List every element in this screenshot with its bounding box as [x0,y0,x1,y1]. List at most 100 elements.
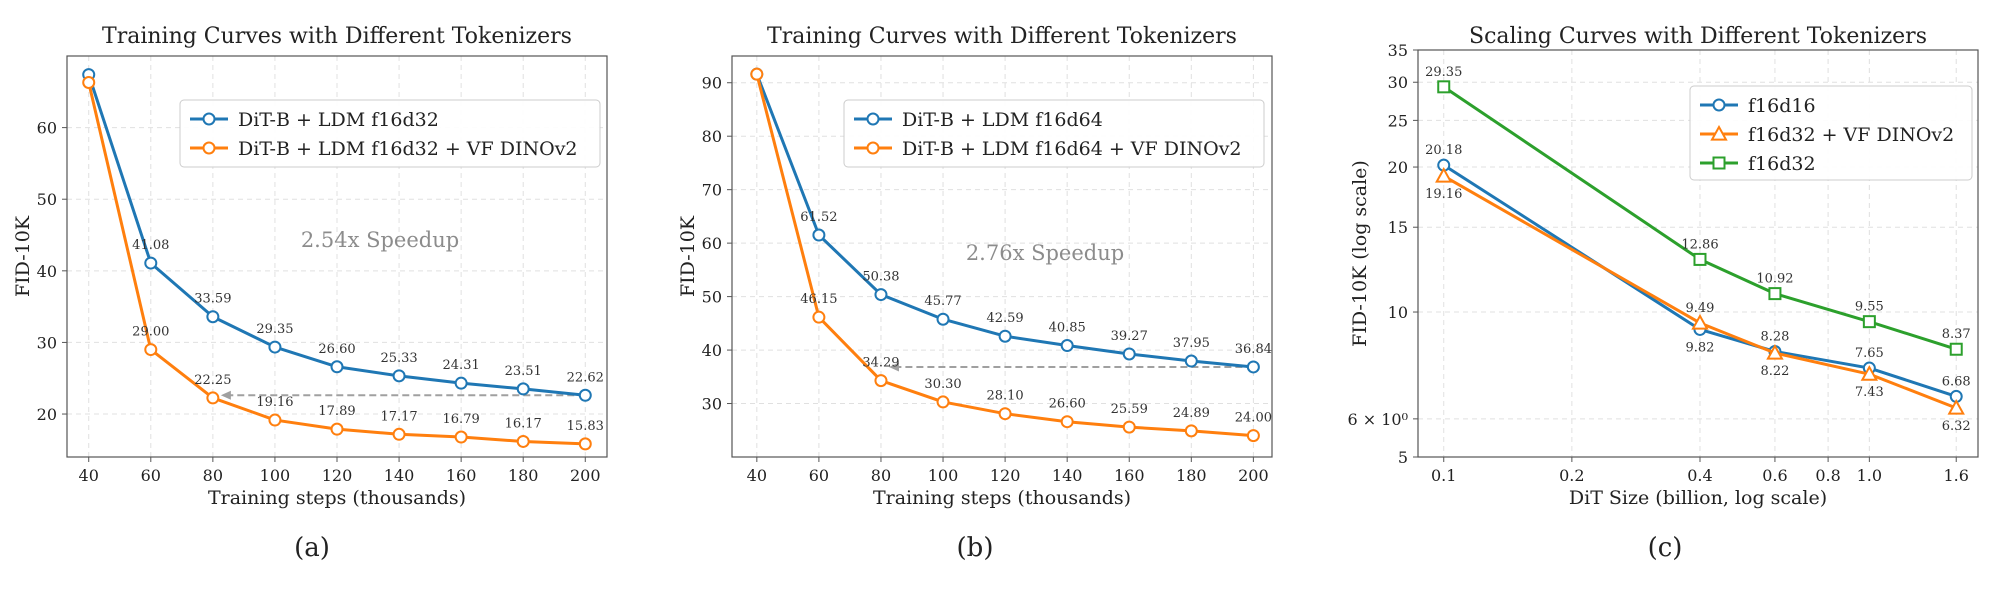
data-point [1246,429,1260,443]
legend-swatch-marker [202,112,216,126]
y-tick-label: 5 [1398,448,1408,467]
legend-label: DiT-B + LDM f16d64 [902,109,1103,131]
panel-c: 0.1 0.2 0.4 0.6 0.8 1.0 1.6 5 6 × 10⁰ 10 15 20 25 30 3… [1347,24,1979,563]
data-point [1184,354,1198,368]
data-label: 24.89 [1173,406,1210,421]
plot-frame [1417,49,1979,458]
data-label: 25.33 [380,351,417,366]
data-label: 28.10 [986,389,1023,404]
legend-label: f16d32 [1748,153,1816,175]
y-tick-label: 40 [702,341,722,360]
y-tick-label: 60 [37,119,57,138]
data-label: 36.84 [1235,342,1272,357]
data-point [750,67,764,81]
x-axis-label: Training steps (thousands) [873,487,1131,509]
speedup-annotation: 2.54x Speedup [301,228,459,252]
data-point [82,75,96,89]
data-label: 8.37 [1942,327,1971,342]
data-label: 17.17 [380,409,417,424]
y-tick-label: 50 [37,190,57,209]
data-point [936,312,950,326]
data-point [268,413,282,427]
data-point [144,343,158,357]
data-label: 41.08 [132,238,169,253]
legend-label: f16d16 [1748,95,1816,117]
data-point [578,437,592,451]
data-label: 33.59 [194,292,231,307]
data-label: 26.60 [318,342,355,357]
data-point [1060,339,1074,353]
data-label: 20.18 [1425,143,1462,158]
data-label: 29.35 [256,322,293,337]
y-tick-label: 20 [37,405,57,424]
data-label: 24.31 [443,358,480,373]
x-tick-label: 0.8 [1815,466,1840,485]
speedup-arrow-head [220,390,231,400]
data-point [812,310,826,324]
data-point [516,382,530,396]
data-point [1766,343,1784,360]
data-point [206,391,220,405]
legend-swatch-marker [866,112,880,126]
y-tick-label: 25 [1388,111,1408,130]
data-label: 9.55 [1855,300,1884,315]
panel-caption: (b) [957,533,994,563]
data-point [998,329,1012,343]
y-tick-label: 20 [1388,158,1408,177]
data-point [330,360,344,374]
legend-box [1689,85,1973,181]
x-tick-label: 60 [141,466,161,485]
x-tick-label: 60 [809,466,829,485]
x-tick-label: 0.2 [1559,466,1584,485]
data-label: 23.51 [505,364,542,379]
plot-frame [731,55,1273,458]
y-tick-label: 35 [1388,41,1408,60]
legend-swatch-marker [202,141,216,155]
y-tick-label: 80 [702,127,722,146]
data-point [1184,424,1198,438]
y-tick-label: 40 [37,262,57,281]
y-tick-label: 30 [1388,73,1408,92]
data-point [454,376,468,390]
data-label: 22.62 [567,370,604,385]
x-tick-label: 180 [1176,466,1207,485]
data-point [874,288,888,302]
data-point [1860,365,1879,381]
data-label: 19.16 [1425,187,1462,202]
x-tick-label: 120 [322,466,353,485]
data-point [392,427,406,441]
data-point [1246,360,1260,374]
data-point [392,369,406,383]
data-label: 50.38 [862,270,899,285]
x-tick-label: 200 [1238,466,1269,485]
legend-swatch-marker [866,141,880,155]
data-label: 29.00 [132,325,169,340]
x-tick-label: 80 [203,466,223,485]
chart-title: Scaling Curves with Different Tokenizers [1469,24,1927,49]
data-label: 19.16 [256,395,293,410]
y-tick-label: 30 [37,333,57,352]
y-tick-label: 50 [702,288,722,307]
chart-title: Training Curves with Different Tokenizer… [767,24,1237,49]
panel-b: 40 60 80 100 120 140 160 180 200 30 40 50 60 70 80 90 Tr… [677,24,1273,563]
legend-label: DiT-B + LDM f16d32 + VF DINOv2 [238,138,578,160]
legend-label: f16d32 + VF DINOv2 [1748,124,1954,146]
data-point [578,388,592,402]
x-tick-label: 160 [1114,466,1145,485]
legend-label: DiT-B + LDM f16d64 + VF DINOv2 [902,138,1242,160]
y-axis-label: FID-10K [677,215,699,297]
data-point [268,340,282,354]
series-line-2 [1442,174,1957,410]
data-label: 24.00 [1235,411,1272,426]
x-axis-label: Training steps (thousands) [208,487,466,509]
data-label: 15.83 [567,419,604,434]
data-point [1947,398,1965,415]
data-label: 6.32 [1942,419,1971,434]
y-axis-label: FID-10K (log scale) [1349,160,1371,347]
data-point [144,256,158,270]
x-tick-label: 0.6 [1762,466,1787,485]
data-point [1691,313,1709,330]
x-tick-label: 180 [508,466,539,485]
